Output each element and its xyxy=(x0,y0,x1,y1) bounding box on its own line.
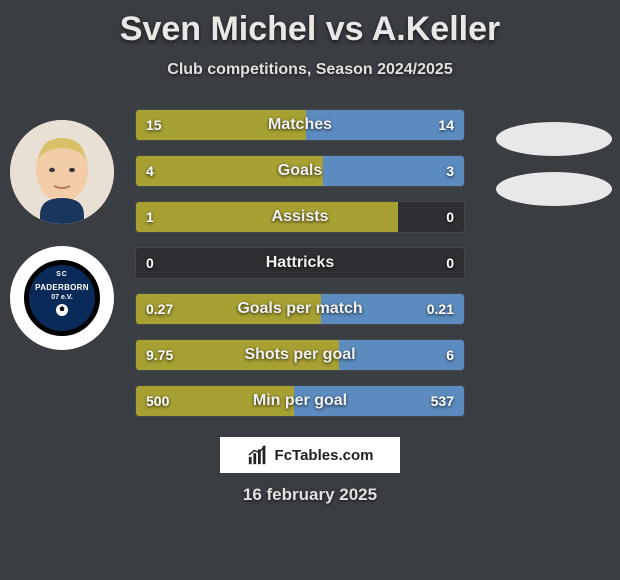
stat-row: Hattricks0 0 xyxy=(135,247,465,279)
right-bar xyxy=(321,294,464,324)
right-bar xyxy=(339,340,464,370)
stat-row: Matches1514 xyxy=(135,109,465,141)
player-avatar xyxy=(10,120,114,224)
right-bar xyxy=(294,386,464,416)
left-bar xyxy=(136,202,398,232)
club-text-sub: 07 e.V. xyxy=(51,294,73,301)
left-bar xyxy=(136,386,294,416)
page-title: Sven Michel vs A.Keller xyxy=(0,10,620,49)
club-text-main: PADERBORN xyxy=(35,284,89,292)
stat-label: Hattricks xyxy=(136,248,464,278)
player-face-icon xyxy=(10,120,114,224)
club-avatar: SC PADERBORN 07 e.V. xyxy=(10,246,114,350)
date-text: 16 february 2025 xyxy=(0,485,620,505)
subtitle: Club competitions, Season 2024/2025 xyxy=(0,61,620,79)
left-bar xyxy=(136,156,323,186)
chart-icon xyxy=(247,444,269,466)
stat-row: Goals43 xyxy=(135,155,465,187)
soccer-ball-icon xyxy=(52,303,72,317)
right-value: 0 xyxy=(436,202,464,232)
stat-row: Assists10 xyxy=(135,201,465,233)
stat-row: Shots per goal9.756 xyxy=(135,339,465,371)
left-bar xyxy=(136,294,321,324)
oval-placeholder xyxy=(496,122,612,156)
brand-badge: FcTables.com xyxy=(220,437,400,473)
right-value: 0 xyxy=(436,248,464,278)
stat-row: Min per goal500537 xyxy=(135,385,465,417)
right-oval-column xyxy=(496,122,612,222)
avatar-column: SC PADERBORN 07 e.V. xyxy=(10,120,120,372)
left-bar xyxy=(136,340,339,370)
oval-placeholder xyxy=(496,172,612,206)
club-text-top: SC xyxy=(29,271,95,278)
comparison-bars: Matches1514Goals43Assists10Hattricks00Go… xyxy=(135,109,465,417)
stat-row: Goals per match0.270.21 xyxy=(135,293,465,325)
club-badge-icon: SC PADERBORN 07 e.V. xyxy=(24,260,100,336)
right-bar xyxy=(306,110,464,140)
left-value: 0 xyxy=(136,248,164,278)
brand-text: FcTables.com xyxy=(275,447,374,464)
right-bar xyxy=(323,156,464,186)
left-bar xyxy=(136,110,306,140)
